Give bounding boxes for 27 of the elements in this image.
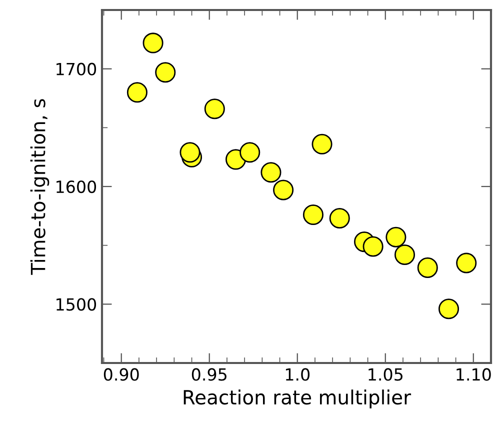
x-axis-title: Reaction rate multiplier <box>184 390 412 408</box>
point <box>386 226 406 248</box>
x-tick-label: 1.10 <box>456 368 491 381</box>
point <box>155 62 176 83</box>
point <box>273 180 294 200</box>
x-tick-label: 1.0 <box>286 368 310 381</box>
point <box>438 298 460 320</box>
point <box>260 162 282 183</box>
x-tick-label: 1.05 <box>368 368 402 381</box>
x-tick-label: 0.95 <box>192 368 226 381</box>
point <box>302 204 324 226</box>
y-axis-title: Time-to-ignition, s <box>30 99 50 275</box>
point <box>204 98 225 120</box>
y-tick-label: 1500 <box>56 298 96 311</box>
point <box>142 32 164 54</box>
point <box>180 142 200 163</box>
point <box>394 244 416 266</box>
point <box>456 252 477 274</box>
point <box>329 208 350 229</box>
x-tick-label: 0.90 <box>104 368 139 381</box>
y-tick-label: 1700 <box>56 62 96 76</box>
point <box>126 82 148 103</box>
point <box>312 134 332 154</box>
y-tick-label: 1600 <box>56 180 96 194</box>
point <box>417 257 438 278</box>
point <box>362 236 384 257</box>
point <box>240 142 260 163</box>
